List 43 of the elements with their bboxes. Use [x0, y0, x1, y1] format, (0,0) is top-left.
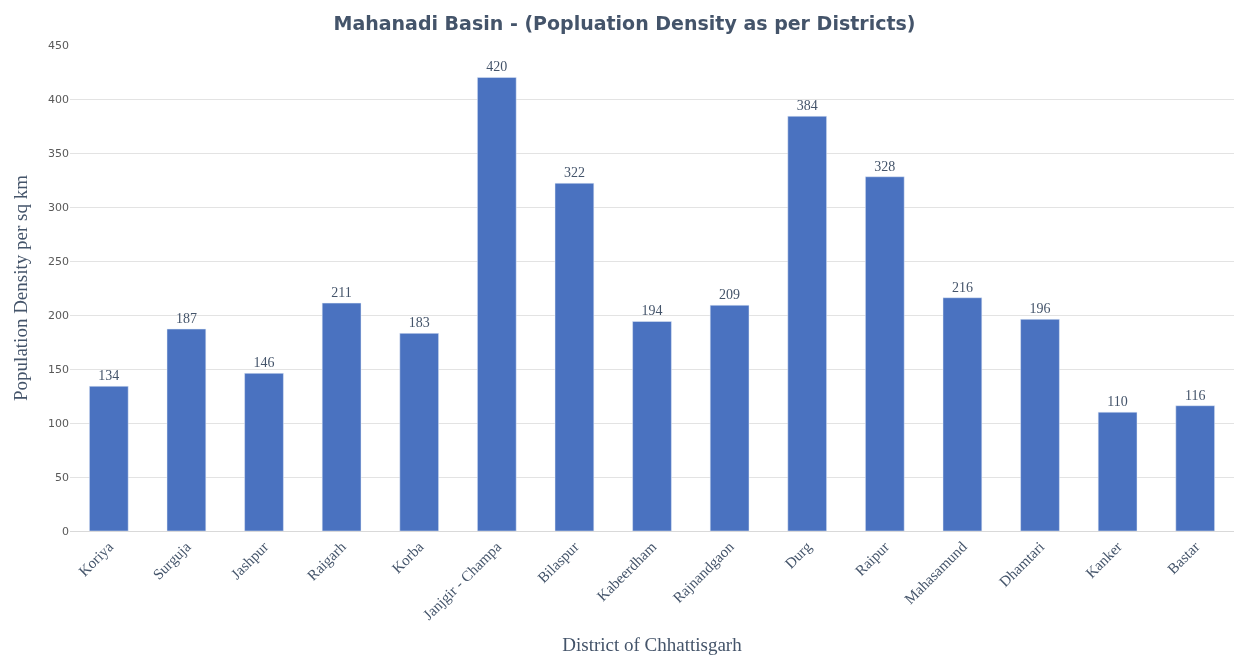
bar: [865, 176, 905, 531]
bar: [709, 305, 750, 531]
y-tick-label: 0: [62, 524, 69, 538]
bar: [321, 302, 362, 531]
bar: [399, 333, 439, 531]
x-axis-title: District of Chhattisgarh: [562, 633, 743, 655]
y-tick-label: 100: [48, 416, 69, 430]
bar: [244, 373, 284, 531]
y-tick-label: 50: [55, 470, 69, 484]
bar: [787, 116, 827, 531]
y-tick-label: 150: [48, 362, 69, 376]
data-label: 194: [641, 303, 663, 319]
data-label: 328: [874, 158, 896, 174]
data-label: 187: [175, 311, 197, 327]
bar: [554, 182, 595, 531]
data-label: 216: [951, 279, 973, 295]
bar: [942, 297, 983, 531]
y-tick-label: 250: [48, 254, 69, 268]
bar: [477, 77, 517, 531]
chart-title: Mahanadi Basin - (Popluation Density as per Districts): [333, 11, 916, 34]
y-tick-label: 200: [48, 308, 69, 322]
data-label: 322: [563, 165, 585, 181]
bar: [1097, 411, 1138, 531]
bar: [166, 328, 207, 531]
data-label: 146: [253, 355, 275, 371]
data-label: 196: [1029, 301, 1051, 317]
data-label: 209: [719, 287, 741, 303]
data-label: 116: [1184, 387, 1206, 403]
bar: [1020, 319, 1060, 531]
bar: [89, 386, 129, 531]
y-tick-label: 400: [48, 92, 69, 106]
bar: [632, 321, 672, 531]
y-tick-label: 300: [48, 200, 69, 214]
data-label: 183: [408, 315, 430, 331]
data-label: 384: [796, 98, 818, 114]
data-label: 134: [98, 368, 120, 384]
data-label: 420: [486, 59, 508, 75]
data-label: 211: [331, 285, 352, 301]
data-label: 110: [1107, 394, 1128, 410]
bar: [1175, 405, 1215, 531]
y-tick-label: 450: [48, 38, 69, 52]
y-tick-label: 350: [48, 146, 69, 160]
y-axis-title: Population Density per sq km: [9, 174, 31, 401]
